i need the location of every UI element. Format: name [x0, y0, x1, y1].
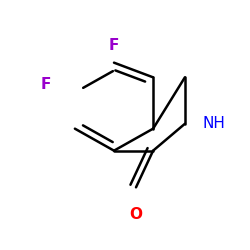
- Text: F: F: [40, 77, 51, 92]
- Text: F: F: [109, 38, 119, 53]
- Text: O: O: [130, 207, 142, 222]
- Text: NH: NH: [202, 116, 225, 131]
